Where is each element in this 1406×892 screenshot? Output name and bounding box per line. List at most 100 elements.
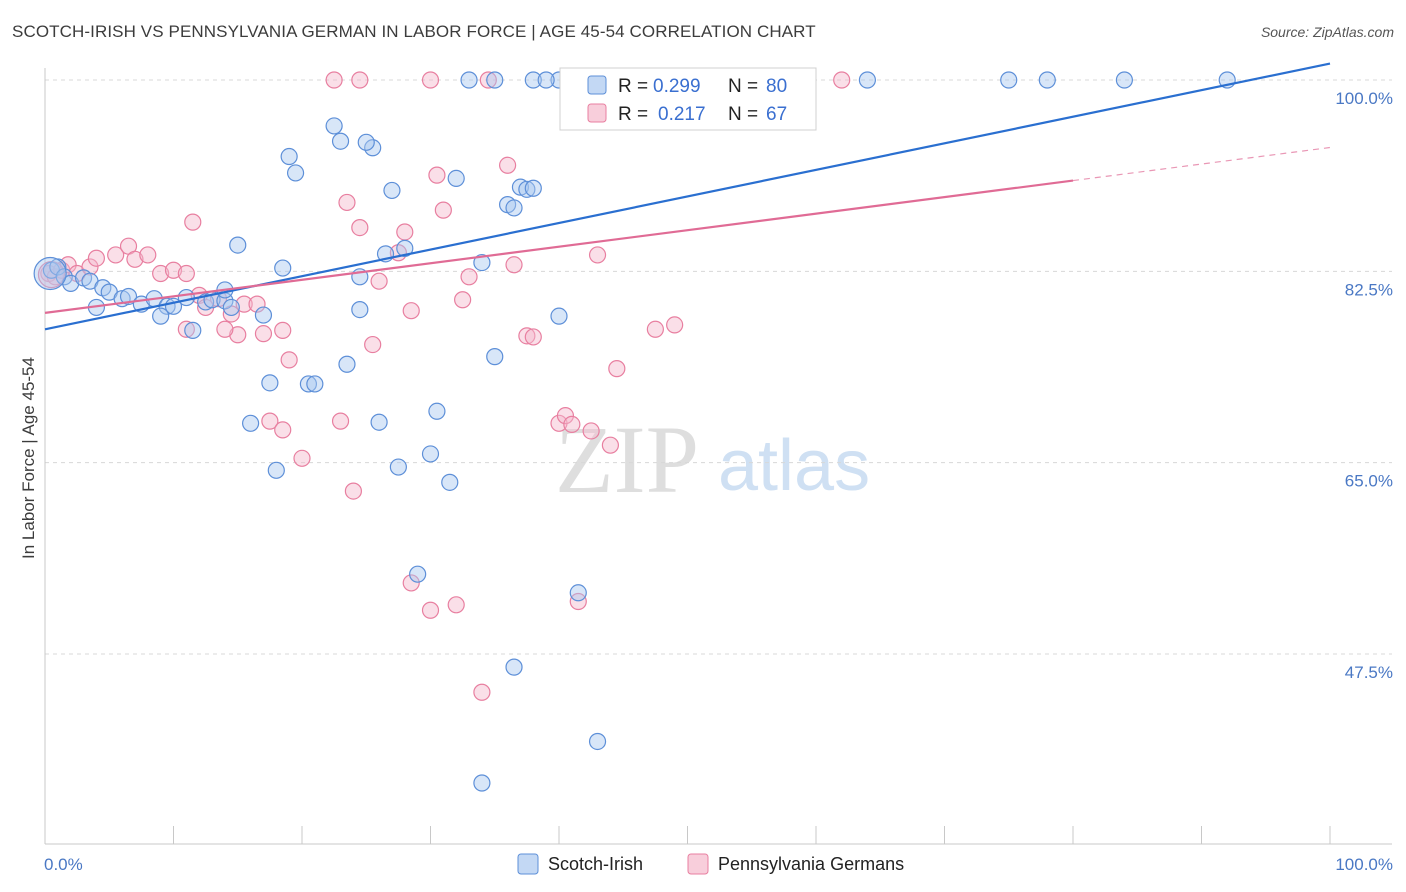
scotch-irish-point-78 bbox=[1115, 71, 1134, 89]
scotch-irish-point-28 bbox=[299, 375, 318, 393]
scotch-irish-point-46 bbox=[441, 473, 459, 491]
pennsylvania-germans-point-42 bbox=[505, 256, 523, 274]
axes bbox=[44, 68, 1392, 845]
scotch-irish-point-65 bbox=[486, 71, 504, 89]
y-tick-label-0: 100.0% bbox=[1335, 89, 1393, 108]
pennsylvania-germans-point-5 bbox=[81, 258, 99, 276]
pennsylvania-germans-point-31 bbox=[351, 219, 369, 237]
scotch-irish-point-21 bbox=[184, 321, 202, 339]
scotch-irish-point-54 bbox=[511, 178, 530, 196]
scotch-irish-point-42 bbox=[370, 413, 388, 431]
pennsylvania-germans-point-28 bbox=[274, 421, 292, 439]
gridlines bbox=[45, 79, 1392, 655]
watermark-atlas: atlas bbox=[718, 426, 870, 506]
pennsylvania-germans-point-29 bbox=[293, 449, 311, 467]
pennsylvania-germans-point-48 bbox=[588, 246, 607, 264]
scotch-irish-point-24 bbox=[280, 147, 298, 166]
pennsylvania-germans-point-6 bbox=[87, 249, 106, 267]
scotch-irish-point-48 bbox=[447, 169, 465, 187]
scotch-irish-point-41 bbox=[396, 239, 414, 257]
scotch-irish-cluster bbox=[33, 256, 67, 291]
scotch-irish-point-51 bbox=[486, 348, 504, 366]
scotch-irish-point-45 bbox=[421, 445, 440, 463]
pennsylvania-germans-points bbox=[37, 71, 851, 701]
x-tick-labels: 0.0% 100.0% bbox=[44, 855, 1393, 874]
pennsylvania-germans-point-33 bbox=[364, 335, 382, 354]
scotch-irish-point-23 bbox=[274, 259, 292, 277]
pennsylvania-germans-point-37 bbox=[428, 166, 446, 184]
legend-r-label-2: R = bbox=[618, 104, 648, 125]
scotch-irish-point-34 bbox=[331, 132, 350, 150]
scotch-irish-point-37 bbox=[351, 301, 369, 319]
chart-title: SCOTCH-IRISH VS PENNSYLVANIA GERMAN IN L… bbox=[12, 22, 816, 41]
scotch-irish-point-77 bbox=[1038, 71, 1056, 89]
pennsylvania-germans-point-24 bbox=[280, 351, 298, 369]
scotch-irish-point-30 bbox=[242, 414, 260, 432]
pennsylvania-germans-point-60 bbox=[569, 592, 587, 611]
pennsylvania-germans-point-9 bbox=[126, 250, 144, 268]
pennsylvania-germans-point-47 bbox=[563, 415, 581, 433]
pennsylvania-germans-point-19 bbox=[248, 295, 266, 313]
pennsylvania-germans-point-49 bbox=[582, 422, 600, 440]
pennsylvania-germans-trend-extension bbox=[1072, 146, 1331, 182]
legend-n-value-1: 80 bbox=[766, 76, 787, 97]
pennsylvania-germans-point-62 bbox=[351, 71, 369, 89]
pennsylvania-germans-point-63 bbox=[421, 71, 440, 89]
pennsylvania-germans-point-59 bbox=[447, 596, 465, 614]
scotch-irish-point-53 bbox=[505, 199, 523, 217]
pennsylvania-germans-point-61 bbox=[325, 71, 343, 89]
pennsylvania-germans-point-7 bbox=[107, 246, 125, 264]
pennsylvania-germans-point-41 bbox=[499, 156, 517, 174]
pennsylvania-germans-trend-line bbox=[44, 179, 1074, 314]
x-tick-label-0: 0.0% bbox=[44, 855, 83, 874]
scotch-irish-point-15 bbox=[177, 288, 195, 307]
bottom-legend-label-pennsylvania-germans: Pennsylvania Germans bbox=[718, 854, 904, 874]
scotch-irish-point-29 bbox=[306, 375, 324, 393]
pennsylvania-germans-point-21 bbox=[229, 326, 247, 344]
scotch-irish-point-22 bbox=[229, 236, 247, 254]
pennsylvania-germans-point-57 bbox=[421, 601, 440, 619]
y-tick-label-2: 65.0% bbox=[1345, 472, 1393, 491]
pennsylvania-germans-point-58 bbox=[473, 683, 491, 701]
scotch-irish-points bbox=[33, 71, 1236, 792]
pennsylvania-germans-point-38 bbox=[434, 201, 452, 219]
bottom-legend: Scotch-Irish Pennsylvania Germans bbox=[517, 853, 904, 875]
scotch-irish-point-39 bbox=[383, 181, 401, 200]
pennsylvania-germans-point-35 bbox=[402, 302, 420, 320]
pennsylvania-germans-point-11 bbox=[152, 264, 170, 283]
scotch-irish-point-63 bbox=[473, 774, 491, 792]
bottom-legend-swatch-pennsylvania-germans bbox=[687, 853, 709, 875]
scotch-irish-point-62 bbox=[588, 732, 607, 751]
chart-source: Source: ZipAtlas.com bbox=[1260, 24, 1394, 40]
scotch-irish-point-20 bbox=[152, 307, 170, 325]
trend-lines bbox=[44, 62, 1331, 331]
pennsylvania-germans-point-51 bbox=[608, 360, 626, 378]
scotch-irish-point-50 bbox=[409, 565, 427, 583]
scotch-irish-point-76 bbox=[1000, 71, 1018, 89]
scotch-irish-point-43 bbox=[389, 458, 407, 476]
pennsylvania-germans-point-52 bbox=[646, 320, 664, 338]
scotch-irish-point-64 bbox=[460, 71, 478, 89]
legend-n-value-2: 67 bbox=[766, 104, 787, 125]
watermark-zip: ZIP bbox=[555, 406, 699, 513]
legend-n-label-1: N = bbox=[728, 76, 758, 97]
pennsylvania-germans-point-64 bbox=[479, 71, 497, 89]
pennsylvania-germans-point-18 bbox=[235, 295, 253, 313]
scotch-irish-point-27 bbox=[261, 374, 279, 392]
scotch-irish-point-55 bbox=[518, 180, 536, 198]
y-axis-label: In Labor Force | Age 45-54 bbox=[19, 357, 38, 559]
pennsylvania-germans-point-25 bbox=[184, 213, 202, 231]
pennsylvania-germans-point-66 bbox=[833, 71, 851, 89]
pennsylvania-germans-point-23 bbox=[274, 321, 292, 339]
y-tick-label-3: 47.5% bbox=[1345, 663, 1393, 682]
pennsylvania-germans-point-26 bbox=[216, 320, 234, 338]
scotch-irish-point-44 bbox=[428, 402, 446, 420]
scotch-irish-point-31 bbox=[267, 461, 285, 479]
scotch-irish-point-57 bbox=[550, 307, 568, 325]
pennsylvania-germans-point-22 bbox=[254, 325, 273, 343]
scotch-irish-point-26 bbox=[254, 306, 273, 324]
pennsylvania-germans-point-27 bbox=[261, 412, 279, 430]
pennsylvania-germans-point-50 bbox=[601, 436, 620, 454]
pennsylvania-germans-point-54 bbox=[331, 412, 350, 430]
